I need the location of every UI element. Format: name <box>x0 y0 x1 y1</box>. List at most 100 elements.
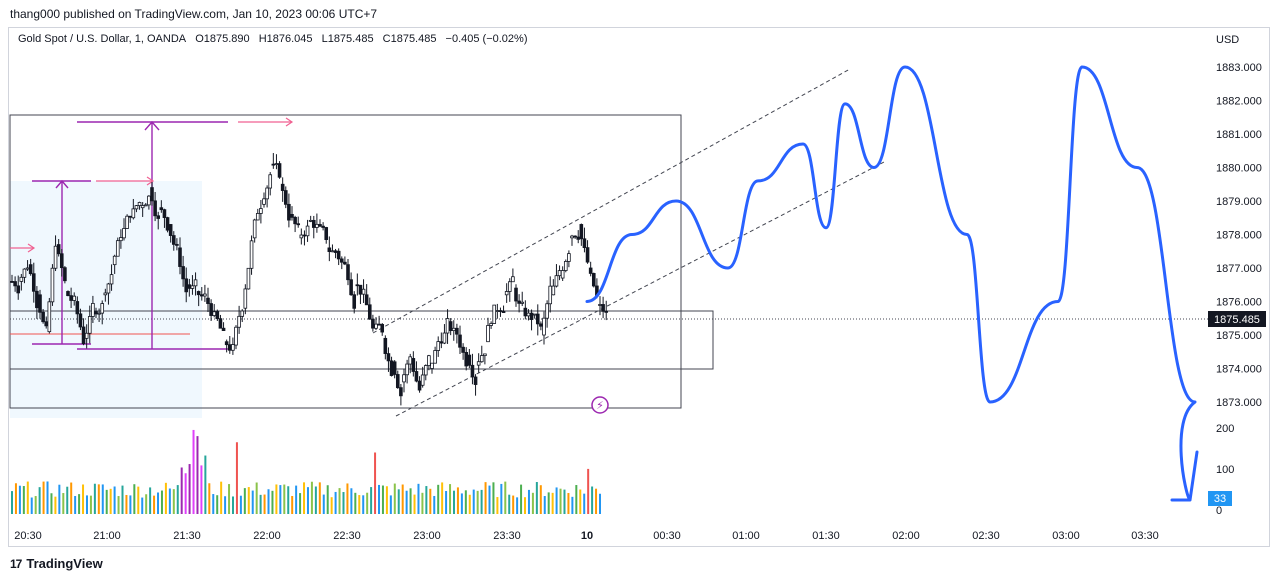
volume-bar <box>200 465 203 514</box>
candle <box>539 321 543 331</box>
arrow-markers[interactable] <box>10 117 294 253</box>
volume-bar <box>310 481 313 514</box>
price-axis[interactable]: 1873.000 1874.000 1875.000 1876.000 1877.000… <box>1216 62 1262 409</box>
candle <box>324 226 329 244</box>
volume-bar <box>255 482 258 514</box>
volume-bar <box>247 487 250 514</box>
candle <box>361 279 366 303</box>
candle <box>84 324 89 349</box>
volume-bar <box>85 495 88 514</box>
projection-path[interactable] <box>585 65 1199 502</box>
candle <box>215 309 220 321</box>
volume-bar <box>239 495 242 514</box>
candle <box>402 368 406 393</box>
price-tick-label: 1875.000 <box>1216 330 1262 342</box>
candle <box>159 200 164 213</box>
volume-bar <box>599 493 601 514</box>
candle <box>153 191 157 222</box>
volume-bar <box>520 484 523 514</box>
candle <box>551 279 556 296</box>
ohlc-open: O1875.890 <box>195 33 250 45</box>
candle <box>190 275 195 295</box>
candle <box>417 376 422 393</box>
candle <box>109 264 114 291</box>
support-zone-rectangle[interactable] <box>9 310 714 370</box>
candle <box>97 308 101 322</box>
price-tick-label: 1876.000 <box>1216 297 1262 309</box>
volume-bar <box>381 485 384 514</box>
candle <box>554 264 559 288</box>
measure-tool-right[interactable] <box>77 120 228 350</box>
volume-bar <box>113 486 116 514</box>
candle <box>277 161 282 179</box>
volume-bar <box>326 485 329 514</box>
volume-bar <box>160 490 163 514</box>
volume-bar <box>583 493 586 514</box>
candle <box>115 237 120 257</box>
candle <box>570 234 574 246</box>
channel-lower-line[interactable] <box>395 160 887 417</box>
candle <box>330 244 335 253</box>
candle <box>150 181 154 206</box>
candle <box>470 353 475 385</box>
volume-bar <box>299 493 302 514</box>
volume-bar <box>235 442 238 514</box>
candle <box>103 288 108 302</box>
candle <box>579 223 584 246</box>
volume-bar <box>275 484 278 514</box>
candle <box>262 192 266 208</box>
volume-bar <box>14 483 17 514</box>
lightning-event-icon[interactable]: ⚡ <box>591 396 609 414</box>
volume-bar <box>180 467 183 514</box>
volume-bar <box>358 495 361 514</box>
candle <box>458 325 462 354</box>
volume-bar <box>393 483 396 514</box>
candle <box>22 268 27 284</box>
candle <box>63 266 67 284</box>
candle <box>315 213 319 233</box>
candle <box>168 224 173 243</box>
volume-bar <box>220 481 223 514</box>
volume-bar <box>480 489 483 514</box>
volume-bar <box>330 497 333 514</box>
candle <box>467 349 472 369</box>
candle <box>576 230 581 244</box>
range-rectangle[interactable] <box>9 114 682 409</box>
candle <box>137 201 142 210</box>
candle <box>532 313 537 319</box>
candle <box>234 325 238 350</box>
symbol-name[interactable]: Gold Spot / U.S. Dollar, 1, OANDA <box>18 33 187 45</box>
tradingview-footer[interactable]: 17 TradingView <box>10 556 103 571</box>
time-axis[interactable]: 20:30 21:00 21:30 22:00 22:30 23:00 23:30 10 00:… <box>14 530 1159 542</box>
volume-bar <box>283 484 286 514</box>
candle <box>237 305 241 334</box>
volume-bar <box>291 495 294 514</box>
candle <box>439 332 444 349</box>
volume-bar <box>164 482 167 514</box>
volume-bar <box>263 494 266 514</box>
volume-bar <box>524 497 527 514</box>
candle <box>227 336 232 354</box>
volume-bar <box>271 490 274 514</box>
time-tick-label: 23:30 <box>493 530 521 542</box>
candle <box>542 311 546 345</box>
candle <box>268 172 273 196</box>
volume-bar <box>133 484 136 514</box>
candle <box>473 374 478 396</box>
candle <box>517 294 521 313</box>
time-tick-label: 22:00 <box>253 530 281 542</box>
time-tick-label: 02:30 <box>972 530 1000 542</box>
volume-bar <box>279 485 282 514</box>
volume-bar <box>543 496 546 514</box>
volume-bar <box>54 496 57 514</box>
candlestick-series[interactable] <box>10 153 609 406</box>
volume-bar <box>563 489 566 514</box>
volume-bar <box>70 482 73 514</box>
volume-tag: 33 <box>1208 491 1232 506</box>
channel-upper-line[interactable] <box>372 68 851 334</box>
volume-bar <box>516 497 519 514</box>
candle <box>140 202 145 217</box>
volume-series <box>11 429 601 514</box>
volume-bar <box>508 494 511 514</box>
